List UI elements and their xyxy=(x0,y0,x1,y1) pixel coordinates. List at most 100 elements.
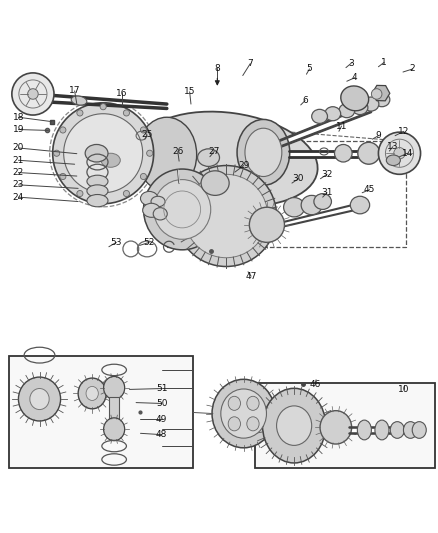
Ellipse shape xyxy=(311,109,327,123)
Ellipse shape xyxy=(146,150,152,156)
Ellipse shape xyxy=(197,149,219,166)
Ellipse shape xyxy=(403,422,417,438)
Text: 11: 11 xyxy=(335,122,346,131)
Ellipse shape xyxy=(78,378,106,409)
Ellipse shape xyxy=(246,397,258,410)
Text: 4: 4 xyxy=(351,73,357,82)
Text: 27: 27 xyxy=(208,147,219,156)
Ellipse shape xyxy=(86,386,98,400)
Ellipse shape xyxy=(64,114,142,193)
Bar xyxy=(9,357,193,469)
Text: 26: 26 xyxy=(172,147,183,156)
Ellipse shape xyxy=(201,171,229,196)
Text: 32: 32 xyxy=(321,170,332,179)
Text: 1: 1 xyxy=(380,58,386,67)
Ellipse shape xyxy=(100,103,106,110)
Ellipse shape xyxy=(12,73,54,115)
Text: 50: 50 xyxy=(155,399,167,408)
Text: 51: 51 xyxy=(155,384,167,393)
Text: 25: 25 xyxy=(141,130,152,139)
Ellipse shape xyxy=(313,193,331,209)
Ellipse shape xyxy=(60,127,66,133)
Text: 14: 14 xyxy=(401,149,412,158)
Ellipse shape xyxy=(276,406,311,446)
Ellipse shape xyxy=(71,96,87,105)
Text: 2: 2 xyxy=(409,64,414,74)
Ellipse shape xyxy=(212,379,275,448)
Ellipse shape xyxy=(53,150,60,156)
Ellipse shape xyxy=(143,169,220,250)
Text: 48: 48 xyxy=(155,430,167,439)
Text: 23: 23 xyxy=(13,180,24,189)
Text: 9: 9 xyxy=(374,131,381,140)
Ellipse shape xyxy=(411,422,425,438)
Ellipse shape xyxy=(140,127,146,133)
Ellipse shape xyxy=(220,389,266,438)
Ellipse shape xyxy=(389,422,403,438)
Text: 46: 46 xyxy=(309,379,320,389)
Ellipse shape xyxy=(77,110,83,116)
Ellipse shape xyxy=(28,88,38,99)
Ellipse shape xyxy=(249,207,284,243)
Ellipse shape xyxy=(357,142,379,164)
Text: 30: 30 xyxy=(292,174,304,183)
Bar xyxy=(109,397,119,422)
Text: 3: 3 xyxy=(347,59,353,68)
Ellipse shape xyxy=(350,196,369,214)
Ellipse shape xyxy=(103,376,124,399)
Ellipse shape xyxy=(246,417,258,431)
Ellipse shape xyxy=(153,208,167,220)
Text: 53: 53 xyxy=(110,238,122,247)
Text: 6: 6 xyxy=(301,96,307,105)
Text: 7: 7 xyxy=(247,59,253,68)
Ellipse shape xyxy=(103,418,124,441)
Ellipse shape xyxy=(362,97,378,111)
Ellipse shape xyxy=(77,190,83,197)
Ellipse shape xyxy=(373,93,389,107)
Ellipse shape xyxy=(237,119,289,185)
Text: 12: 12 xyxy=(397,127,409,136)
Ellipse shape xyxy=(87,175,108,188)
Text: 8: 8 xyxy=(214,63,220,72)
Text: 52: 52 xyxy=(143,238,155,247)
Ellipse shape xyxy=(184,174,267,258)
Ellipse shape xyxy=(393,148,404,159)
Ellipse shape xyxy=(374,420,388,440)
Ellipse shape xyxy=(123,190,129,197)
Text: 49: 49 xyxy=(155,415,167,424)
Text: 29: 29 xyxy=(237,161,249,170)
Ellipse shape xyxy=(101,154,120,167)
Ellipse shape xyxy=(244,128,281,176)
Ellipse shape xyxy=(338,103,354,118)
Ellipse shape xyxy=(371,88,381,99)
Text: 17: 17 xyxy=(69,86,80,95)
Text: 47: 47 xyxy=(245,272,256,281)
Ellipse shape xyxy=(151,196,165,207)
Text: 21: 21 xyxy=(13,156,24,165)
Ellipse shape xyxy=(357,420,371,440)
Text: 15: 15 xyxy=(184,87,195,96)
Text: 22: 22 xyxy=(13,168,24,177)
Ellipse shape xyxy=(140,173,146,180)
Ellipse shape xyxy=(60,173,66,180)
Ellipse shape xyxy=(87,195,108,207)
Ellipse shape xyxy=(85,144,108,162)
Text: 24: 24 xyxy=(13,192,24,201)
Ellipse shape xyxy=(283,198,304,217)
Ellipse shape xyxy=(378,132,420,174)
Ellipse shape xyxy=(300,196,321,215)
Text: 10: 10 xyxy=(397,385,409,394)
Ellipse shape xyxy=(334,144,351,162)
Ellipse shape xyxy=(228,397,240,410)
Ellipse shape xyxy=(340,86,368,111)
Text: 13: 13 xyxy=(386,142,398,151)
Ellipse shape xyxy=(123,110,129,116)
Ellipse shape xyxy=(142,203,160,217)
Ellipse shape xyxy=(87,185,108,197)
Ellipse shape xyxy=(137,117,196,192)
Ellipse shape xyxy=(175,166,276,266)
Ellipse shape xyxy=(262,389,325,463)
Ellipse shape xyxy=(30,389,49,409)
Ellipse shape xyxy=(385,155,399,166)
Text: 45: 45 xyxy=(363,185,374,194)
